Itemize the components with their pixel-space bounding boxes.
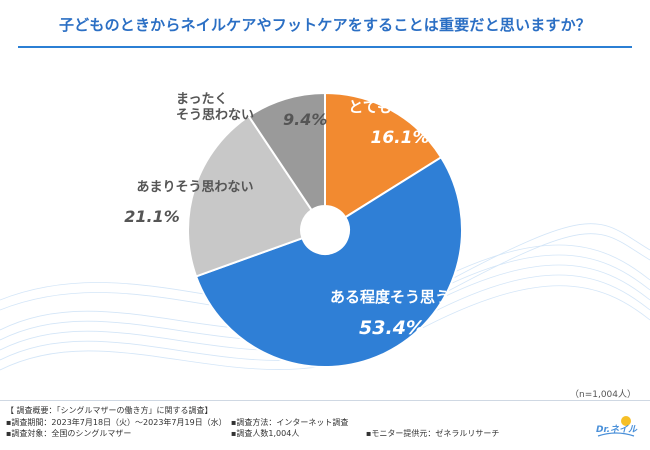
- brand-logo: Dr.ネイル: [596, 412, 638, 442]
- footer-divider: [0, 400, 650, 401]
- sample-size: （n=1,004人）: [569, 390, 636, 400]
- slice-value-label: 9.4%: [283, 110, 327, 129]
- slice-label: そう思わない: [176, 108, 254, 123]
- slice-value-label: 16.1%: [371, 128, 430, 148]
- survey-footer: 【 調査概要：「シングルマザーの働き方」に関する調査】 ▪調査期間：2023年7…: [6, 405, 606, 440]
- survey-summary: 【 調査概要：「シングルマザーの働き方」に関する調査】: [6, 406, 213, 415]
- survey-target: ▪調査対象：全国のシングルマザー: [6, 429, 132, 438]
- pie-chart: とてもそう思う 16.1% ある程度そう思う 53.4% あまりそう思わない 21.1% ま…: [124, 91, 463, 368]
- survey-method: ▪調査方法：インターネット調査: [231, 417, 349, 427]
- slice-value-label: 53.4%: [359, 317, 425, 339]
- slice-label: まったく: [176, 92, 227, 107]
- logo-text: Dr.ネイル: [596, 425, 638, 435]
- survey-count: ▪調査人数1,004人: [231, 429, 300, 438]
- slice-label: とてもそう思う: [348, 98, 452, 116]
- logo-mark-icon: [597, 416, 635, 437]
- survey-period: ▪調査期間：2023年7月18日（火）〜2023年7月19日（水）: [6, 417, 227, 427]
- chart-title: 子どものときからネイルケアやフットケアをすることは重要だと思いますか？: [58, 16, 591, 34]
- slice-label: ある程度そう思う: [330, 288, 450, 306]
- donut-hole: [301, 206, 349, 254]
- title-underline: [18, 46, 632, 48]
- survey-provider: ▪モニター提供元：ゼネラルリサーチ: [366, 429, 500, 438]
- slice-value-label: 21.1%: [124, 207, 180, 226]
- slice-label: あまりそう思わない: [136, 180, 253, 195]
